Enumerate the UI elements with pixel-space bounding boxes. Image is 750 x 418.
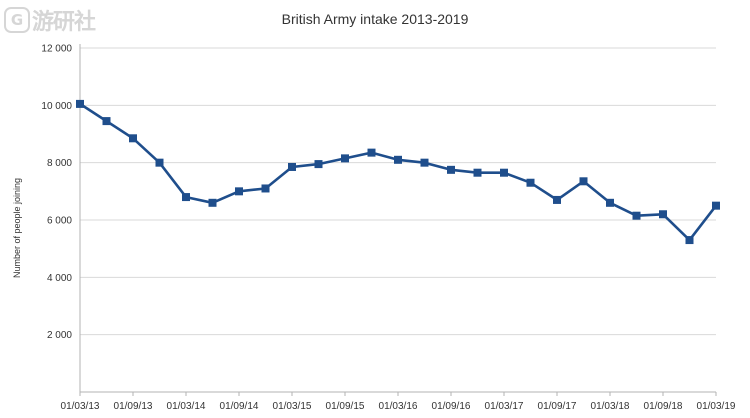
y-tick-label: 10 000 <box>41 101 72 112</box>
y-tick-label: 12 000 <box>41 44 72 55</box>
data-point-marker <box>606 198 614 207</box>
watermark-logo-icon: G <box>4 7 30 33</box>
x-tick-labels: 01/03/13 01/09/13 01/03/14 01/09/14 01/03/15… <box>61 401 736 412</box>
data-point-marker <box>288 162 296 171</box>
x-tick-label: 01/03/15 <box>273 401 312 412</box>
series-group <box>76 99 720 245</box>
data-point-marker <box>685 236 694 245</box>
data-point-marker <box>235 187 243 196</box>
data-point-marker <box>314 160 323 169</box>
x-tick-label: 01/09/13 <box>114 401 153 412</box>
x-tick-label: 01/09/15 <box>326 401 365 412</box>
x-tick-label: 01/03/19 <box>697 401 736 412</box>
x-tick-label: 01/09/17 <box>538 401 577 412</box>
y-tick-label: 8 000 <box>47 158 72 169</box>
data-point-marker <box>447 165 455 174</box>
data-point-marker <box>553 195 561 204</box>
x-tick-label: 01/09/18 <box>644 401 683 412</box>
data-point-marker <box>659 210 667 219</box>
data-point-marker <box>473 168 482 177</box>
data-point-marker <box>102 117 111 126</box>
y-tick-label: 2 000 <box>47 330 72 341</box>
data-point-marker <box>420 158 429 167</box>
x-tick-label: 01/09/14 <box>220 401 259 412</box>
data-point-marker <box>500 168 508 177</box>
x-tick-label: 01/09/16 <box>432 401 471 412</box>
y-tick-label: 6 000 <box>47 216 72 227</box>
data-point-marker <box>394 155 402 164</box>
data-point-marker <box>76 99 84 108</box>
y-tick-labels: 2 000 4 000 6 000 8 000 10 000 12 000 <box>41 44 72 342</box>
chart-title: British Army intake 2013-2019 <box>282 11 469 27</box>
data-point-marker <box>208 198 217 207</box>
data-point-marker <box>155 158 164 167</box>
x-tick-label: 01/03/16 <box>379 401 418 412</box>
x-tick-label: 01/03/14 <box>167 401 206 412</box>
data-point-marker <box>526 178 535 187</box>
data-point-marker <box>341 154 349 163</box>
x-tick-label: 01/03/18 <box>591 401 630 412</box>
y-tick-label: 4 000 <box>47 273 72 284</box>
data-point-marker <box>632 211 641 220</box>
data-point-marker <box>129 134 137 143</box>
y-axis-label: Number of people joining <box>12 178 22 278</box>
grid-lines <box>80 47 716 336</box>
watermark: G 游研社 <box>4 4 96 36</box>
data-point-marker <box>182 193 190 202</box>
x-tick-label: 01/03/13 <box>61 401 100 412</box>
x-tick-label: 01/03/17 <box>485 401 524 412</box>
data-point-marker <box>712 201 720 210</box>
watermark-text: 游研社 <box>32 10 96 35</box>
data-point-marker <box>261 184 270 193</box>
data-point-marker <box>579 177 588 186</box>
data-point-marker <box>367 148 376 157</box>
